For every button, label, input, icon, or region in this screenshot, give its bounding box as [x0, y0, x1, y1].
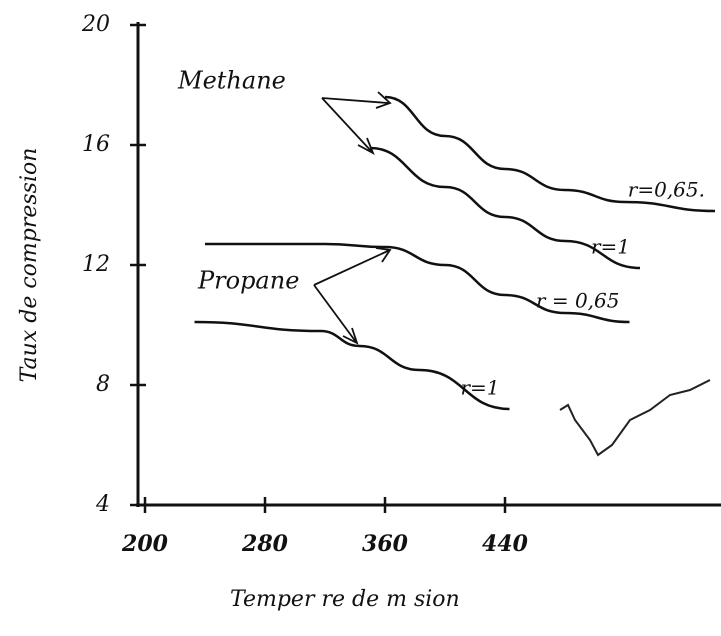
- scribble: [560, 380, 710, 455]
- y-tick-label: 16: [82, 132, 110, 157]
- annotation: Methane: [177, 67, 286, 95]
- x-tick-label: 440: [482, 531, 529, 557]
- arrows: [314, 92, 390, 343]
- y-tick-label: 20: [81, 12, 110, 37]
- series-label: r=1: [460, 376, 499, 400]
- x-tick-label: 200: [121, 531, 169, 557]
- x-tick-label: 360: [362, 531, 409, 557]
- chart: Taux de compression Temper re de m sion …: [0, 0, 721, 636]
- x-tick-label: 280: [241, 531, 289, 557]
- series-label: r=1: [591, 235, 630, 259]
- y-tick-label: 12: [82, 252, 110, 277]
- series-label: r=0,65.: [628, 178, 705, 202]
- annotation: Propane: [197, 267, 299, 295]
- y-tick-label: 4: [95, 492, 110, 517]
- y-tick-label: 8: [96, 372, 110, 397]
- y-axis-label: Taux de compression: [17, 148, 42, 383]
- series-label: r = 0,65: [536, 289, 620, 313]
- x-axis-label: Temper re de m sion: [230, 587, 460, 612]
